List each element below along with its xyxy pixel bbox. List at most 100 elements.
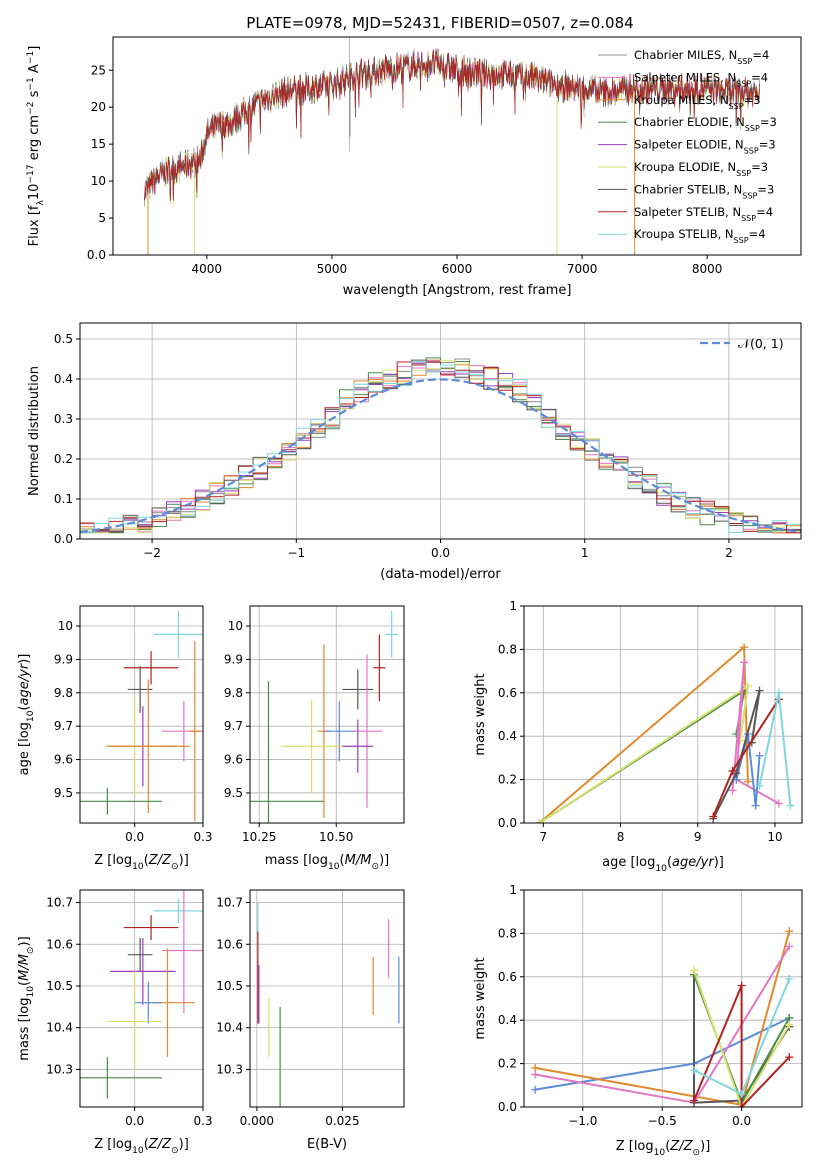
- y-tick-label: 0.4: [54, 372, 73, 386]
- y-tick-label: 1: [509, 599, 517, 613]
- y-tick-label: 10: [58, 619, 73, 633]
- spectrum-line: [144, 48, 760, 201]
- data-point: [110, 937, 176, 1005]
- x-tick-label: −1.0: [568, 1114, 597, 1128]
- y-tick-label: 20: [91, 100, 106, 114]
- data-point: [123, 915, 179, 941]
- data-point: [342, 719, 374, 773]
- weight-marker: [785, 942, 794, 951]
- y-tick-label: 10: [228, 619, 243, 633]
- weight-lines: [535, 643, 795, 823]
- data-point: [127, 937, 153, 972]
- legend-entry: Salpeter MILES, NSSP=4: [634, 70, 768, 88]
- y-tick-label: 25: [91, 63, 106, 77]
- weight-marker: [751, 801, 760, 810]
- legend-entry: Salpeter ELODIE, NSSP=3: [634, 138, 776, 156]
- weight-marker: [774, 799, 783, 808]
- axes-frame: [249, 889, 405, 1108]
- data-point: [107, 971, 162, 1072]
- y-tick-label: 0.2: [498, 773, 517, 787]
- x-tick-label: 5000: [317, 262, 348, 276]
- y-tick-label: 9.7: [54, 719, 73, 733]
- y-tick-label: 0.2: [498, 1057, 517, 1071]
- data-point: [373, 634, 386, 702]
- weight-marker: [743, 777, 752, 786]
- x-axis-label: Z [log10(Z/Z⊙)]: [616, 1139, 711, 1158]
- x-tick-label: −2: [143, 546, 161, 560]
- figure-title: PLATE=0978, MJD=52431, FIBERID=0507, z=0…: [246, 14, 633, 32]
- legend-entry: Chabrier MILES, NSSP=4: [634, 48, 769, 66]
- x-tick-label: 0.3: [193, 830, 212, 844]
- spectrum-lines: [144, 37, 760, 255]
- y-tick-label: 0.6: [498, 970, 517, 984]
- gridlines: [524, 605, 802, 824]
- y-tick-label: 0.0: [87, 248, 106, 262]
- x-tick-label: 10.25: [242, 830, 276, 844]
- x-tick-label: 10: [767, 830, 782, 844]
- legend-entry: Kroupa MILES, NSSP=3: [634, 93, 761, 111]
- errorbars: [80, 611, 203, 822]
- weight-marker: [531, 1085, 540, 1094]
- weight-lines: [531, 927, 794, 1107]
- y-axis-label: mass [log10(M/M⊙)]: [17, 936, 36, 1060]
- x-axis-label: age [log10(age/yr)]: [602, 855, 724, 874]
- weight-marker: [728, 766, 737, 775]
- x-tick-label: −1: [287, 546, 305, 560]
- y-axis-label: mass weight: [473, 957, 488, 1039]
- y-tick-label: 15: [91, 137, 106, 151]
- weight-line: [712, 690, 761, 820]
- weight-marker: [755, 686, 764, 695]
- x-tick-label: 10.50: [319, 830, 353, 844]
- weight-marker: [785, 1020, 794, 1029]
- y-tick-label: 0.6: [498, 686, 517, 700]
- y-tick-label: 0.1: [54, 492, 73, 506]
- legend-entry: Kroupa ELODIE, NSSP=3: [634, 160, 768, 178]
- y-tick-label: 10.6: [46, 937, 73, 951]
- y-tick-label: 9.5: [224, 786, 243, 800]
- y-tick-label: 1: [509, 883, 517, 897]
- weight-line: [693, 969, 791, 1107]
- gridlines: [250, 890, 404, 1107]
- y-tick-label: 9.6: [54, 753, 73, 767]
- weight-marker: [709, 812, 718, 821]
- x-axis-label: wavelength [Angstrom, rest frame]: [343, 283, 572, 298]
- y-tick-label: 9.9: [224, 652, 243, 666]
- y-tick-label: 0.4: [498, 729, 517, 743]
- data-point: [107, 679, 190, 813]
- data-point: [323, 701, 355, 762]
- y-tick-label: 10.3: [216, 1062, 243, 1076]
- x-tick-label: 0.0: [431, 546, 450, 560]
- weight-marker: [737, 1089, 746, 1098]
- x-tick-label: 2: [725, 546, 733, 560]
- gridlines: [80, 606, 204, 823]
- y-tick-label: 10.3: [46, 1062, 73, 1076]
- x-tick-label: 0.025: [325, 1114, 359, 1128]
- data-point: [153, 898, 203, 924]
- weight-marker: [743, 682, 752, 691]
- weight-line: [538, 645, 749, 823]
- x-tick-label: 0.000: [240, 1114, 274, 1128]
- weight-marker: [785, 974, 794, 983]
- x-tick-label: 7000: [567, 262, 598, 276]
- data-point: [80, 787, 162, 815]
- weight-marker: [755, 751, 764, 760]
- y-tick-label: 10: [91, 174, 106, 188]
- data-point: [351, 654, 383, 808]
- axes-frame: [249, 605, 405, 824]
- weight-marker: [785, 1053, 794, 1062]
- weight-marker: [737, 1103, 746, 1107]
- massweight-vs-age-panel: 7 8 9 10 0.0 0.2 0.4 0.6 0.8 1 age [log10(age/yr)]…: [473, 599, 803, 874]
- y-tick-label: 9.8: [54, 686, 73, 700]
- x-tick-label: 0.3: [193, 1114, 212, 1128]
- residuals-panel: −2 −1 0.0 1 2 0.0 0.1 0.2 0.3 0.4 0.5 𝒩(0, 1) (data-…: [27, 322, 802, 582]
- data-point: [123, 651, 179, 685]
- axes-frame: [79, 605, 204, 824]
- data-point: [80, 1056, 162, 1099]
- spectrum-legend: Chabrier MILES, NSSP=4 Salpeter MILES, NS…: [598, 48, 777, 245]
- data-point: [134, 981, 162, 1024]
- y-tick-label: 9.9: [54, 652, 73, 666]
- weight-marker: [740, 643, 749, 652]
- x-tick-label: 6000: [442, 262, 473, 276]
- legend-entry: Chabrier ELODIE, NSSP=3: [634, 115, 777, 133]
